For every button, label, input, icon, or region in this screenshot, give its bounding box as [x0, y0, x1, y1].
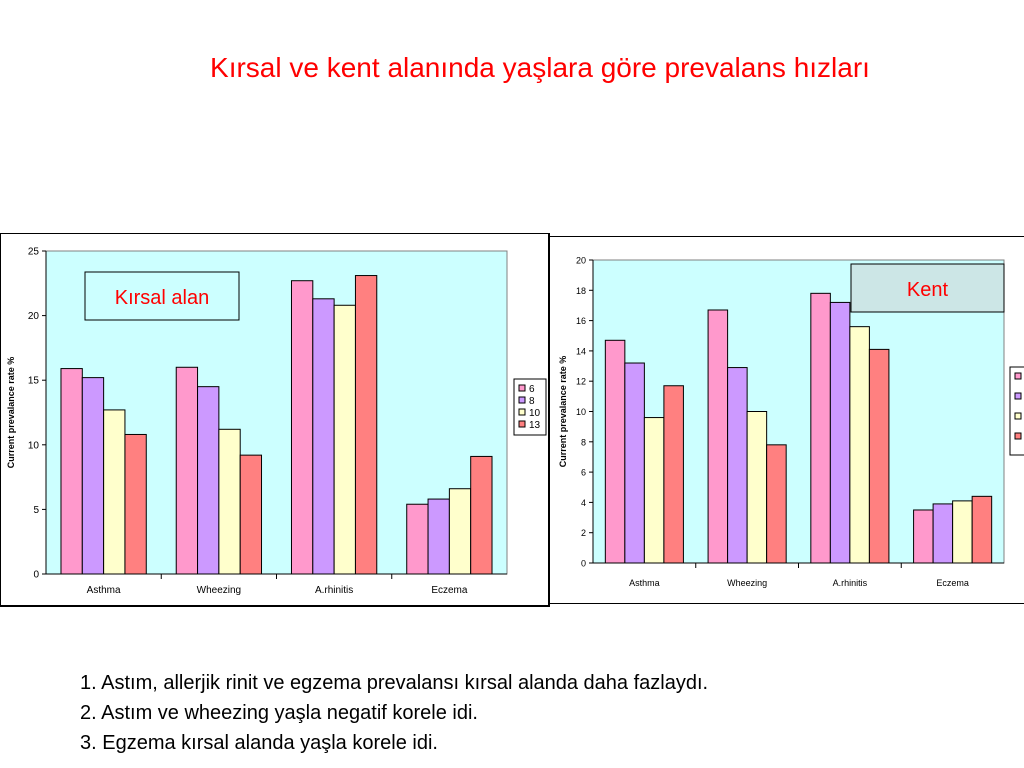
legend-label: 13	[529, 420, 541, 431]
bar	[952, 500, 973, 564]
bar	[727, 367, 748, 564]
bar	[448, 488, 472, 575]
x-category-label: Wheezing	[727, 578, 767, 588]
x-category-label: A.rhinitis	[833, 578, 868, 588]
legend-swatch	[518, 420, 526, 428]
bar	[913, 509, 934, 564]
bar	[218, 428, 241, 575]
legend-label: 6	[529, 384, 535, 395]
y-tick-label: 16	[576, 316, 586, 326]
x-category-label: Asthma	[629, 578, 660, 588]
y-tick-label: 15	[28, 376, 40, 387]
chart-title: Kent	[907, 279, 949, 301]
bar	[810, 292, 831, 564]
legend-swatch	[518, 396, 526, 404]
bar	[239, 454, 263, 575]
finding-1: 1. Astım, allerjik rinit ve egzema preva…	[80, 672, 709, 694]
bar	[290, 280, 314, 575]
chart-title-box	[850, 263, 1005, 313]
legend-swatch	[1014, 372, 1022, 380]
legend-box	[1009, 366, 1024, 456]
y-tick-label: 18	[576, 286, 586, 296]
bar	[643, 417, 665, 564]
x-category-label: Eczema	[936, 578, 969, 588]
y-tick-label: 12	[576, 377, 586, 387]
bar	[406, 503, 429, 575]
bar	[124, 433, 147, 575]
y-tick-label: 8	[581, 437, 586, 447]
y-tick-label: 5	[33, 505, 39, 516]
finding-2: 2. Astım ve wheezing yaşla negatif korel…	[80, 702, 478, 724]
urban-chart: 0 2 4 6 8 10 12 14 16 18 20 Asthma Wheezing A.rhiniti…	[549, 236, 1024, 604]
y-tick-label: 14	[576, 346, 586, 356]
y-tick-label: 6	[581, 468, 586, 478]
legend-swatch	[518, 408, 526, 416]
legend-swatch	[1014, 392, 1022, 400]
bar	[604, 339, 626, 564]
bar	[624, 362, 645, 564]
bar	[746, 411, 768, 564]
bar	[312, 298, 335, 575]
y-tick-label: 20	[576, 256, 586, 266]
bar	[60, 368, 83, 575]
bar	[971, 495, 993, 564]
urban-chart-svg: 0 2 4 6 8 10 12 14 16 18 20 Asthma Wheezing A.rhiniti…	[558, 256, 1024, 588]
bar	[868, 348, 890, 564]
legend-label: 10	[529, 408, 541, 419]
x-category-label: Eczema	[431, 585, 468, 596]
bar	[333, 304, 356, 575]
slide-title: Kırsal ve kent alanında yaşlara göre pre…	[210, 52, 870, 83]
x-category-label: A.rhinitis	[315, 585, 353, 596]
y-tick-label: 2	[581, 528, 586, 538]
bar	[197, 386, 220, 575]
findings-list: 1. Astım, allerjik rinit ve egzema preva…	[80, 668, 708, 758]
bar	[103, 409, 126, 575]
bar	[354, 275, 378, 575]
legend-swatch	[1014, 412, 1022, 420]
y-tick-label: 10	[576, 407, 586, 417]
y-tick-label: 25	[28, 247, 40, 258]
y-tick-label: 10	[28, 440, 40, 451]
y-tick-label: 4	[581, 498, 586, 508]
chart-title: Kırsal alan	[115, 287, 210, 309]
bar	[932, 503, 954, 564]
finding-3: 3. Egzema kırsal alanda yaşla korele idi…	[80, 732, 438, 754]
chart-title-box	[84, 271, 240, 321]
bar	[707, 309, 729, 564]
bar	[470, 455, 493, 575]
rural-chart: 0 5 10 15 20 25 Asthma Wheezing A.rhinitis Eczema…	[0, 233, 550, 607]
legend-swatch	[518, 384, 526, 392]
legend-swatch	[1014, 432, 1022, 440]
y-axis-title: Current prevalance rate %	[6, 357, 16, 469]
bar	[849, 326, 870, 564]
y-tick-label: 0	[33, 570, 39, 581]
bar	[427, 498, 450, 575]
bar	[766, 444, 787, 564]
bar	[175, 366, 199, 575]
y-tick-label: 20	[28, 311, 40, 322]
x-category-label: Asthma	[87, 585, 121, 596]
rural-chart-svg: 0 5 10 15 20 25 Asthma Wheezing A.rhinitis Eczema…	[6, 247, 547, 596]
y-tick-label: 0	[581, 559, 586, 569]
bar	[663, 385, 684, 564]
bar	[81, 377, 105, 575]
y-axis-title: Current prevalance rate %	[558, 356, 568, 468]
bar	[829, 301, 851, 564]
x-category-label: Wheezing	[197, 585, 241, 596]
legend-label: 8	[529, 396, 535, 407]
